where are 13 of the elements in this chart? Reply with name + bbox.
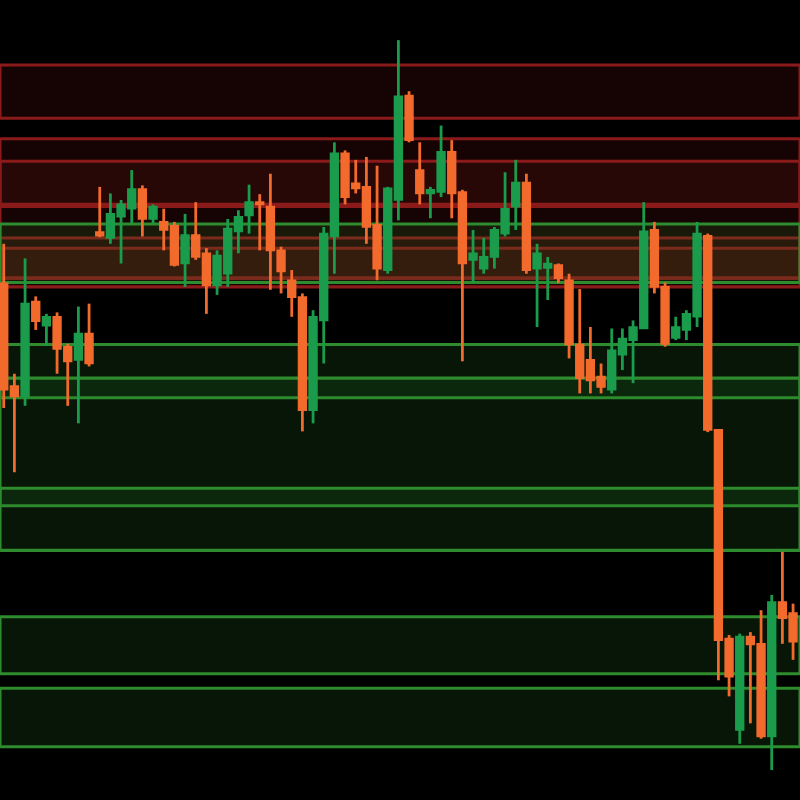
candlestick [180, 212, 190, 289]
candlestick [84, 302, 94, 368]
candlestick [95, 185, 105, 239]
candlestick [31, 294, 41, 332]
candlestick [511, 158, 521, 232]
candlestick [41, 312, 52, 348]
candlestick [415, 140, 425, 206]
candlestick [73, 305, 84, 425]
candlestick [244, 183, 254, 235]
candlestick [137, 184, 148, 238]
candlestick [255, 192, 265, 252]
candlestick [404, 89, 414, 144]
candlestick [148, 202, 158, 225]
